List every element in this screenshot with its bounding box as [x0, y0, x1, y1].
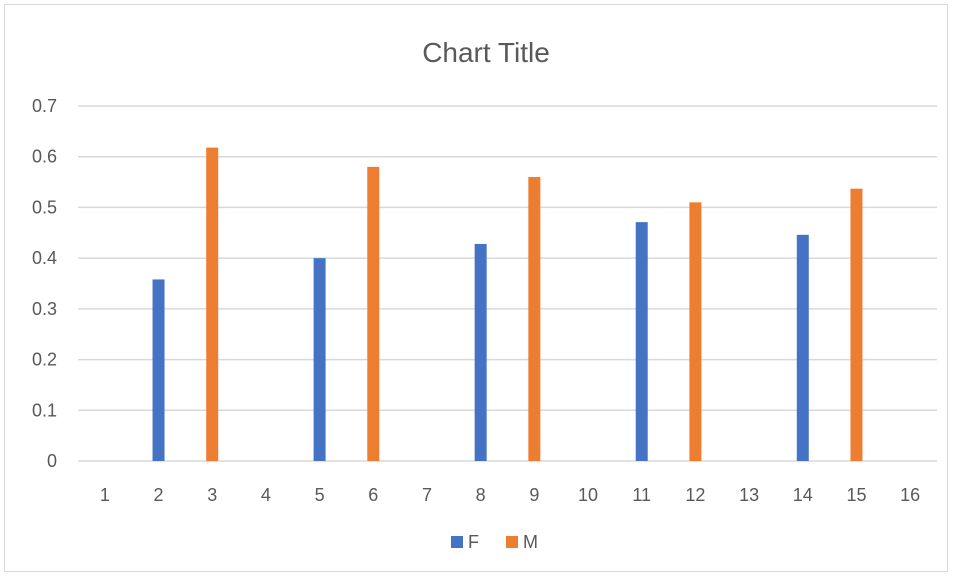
legend-swatch-f [451, 536, 463, 548]
y-tick-label: 0.5 [32, 197, 57, 217]
x-axis-ticks: 1 2 3 4 5 6 7 8 9 10 11 12 13 14 15 16 [100, 485, 920, 505]
x-tick-label: 12 [685, 485, 705, 505]
bar-m [367, 166, 380, 461]
bar-m [850, 188, 863, 461]
bar-f [313, 258, 326, 461]
x-tick-label: 8 [476, 485, 486, 505]
bar-f [152, 279, 165, 461]
x-tick-label: 7 [422, 485, 432, 505]
bars [152, 147, 863, 462]
x-tick-label: 2 [154, 485, 164, 505]
x-tick-label: 9 [529, 485, 539, 505]
x-tick-label: 6 [368, 485, 378, 505]
bar-m [689, 202, 702, 461]
x-tick-label: 1 [100, 485, 110, 505]
bar-f [796, 234, 809, 461]
x-tick-label: 15 [846, 485, 866, 505]
y-tick-label: 0 [47, 451, 57, 471]
x-tick-label: 11 [632, 485, 651, 505]
chart-title: Chart Title [422, 37, 550, 68]
legend-label-m: M [523, 532, 538, 552]
y-tick-label: 0.1 [32, 400, 57, 420]
y-tick-label: 0.7 [32, 96, 57, 116]
x-tick-label: 4 [261, 485, 271, 505]
gridlines [78, 105, 937, 462]
y-tick-label: 0.2 [32, 350, 57, 370]
legend-label-f: F [468, 532, 479, 552]
x-tick-label: 10 [578, 485, 598, 505]
legend-swatch-m [506, 536, 518, 548]
y-tick-label: 0.3 [32, 299, 57, 319]
y-tick-label: 0.6 [32, 147, 57, 167]
y-axis-ticks: 0 0.1 0.2 0.3 0.4 0.5 0.6 0.7 [32, 96, 57, 471]
bar-f [474, 243, 487, 461]
bar-m [206, 147, 219, 462]
y-tick-label: 0.4 [32, 248, 57, 268]
x-tick-label: 16 [900, 485, 920, 505]
x-tick-label: 5 [315, 485, 325, 505]
x-tick-label: 3 [207, 485, 217, 505]
x-tick-label: 13 [739, 485, 759, 505]
bar-m [528, 177, 541, 461]
x-tick-label: 14 [793, 485, 813, 505]
bar-f [635, 222, 648, 461]
